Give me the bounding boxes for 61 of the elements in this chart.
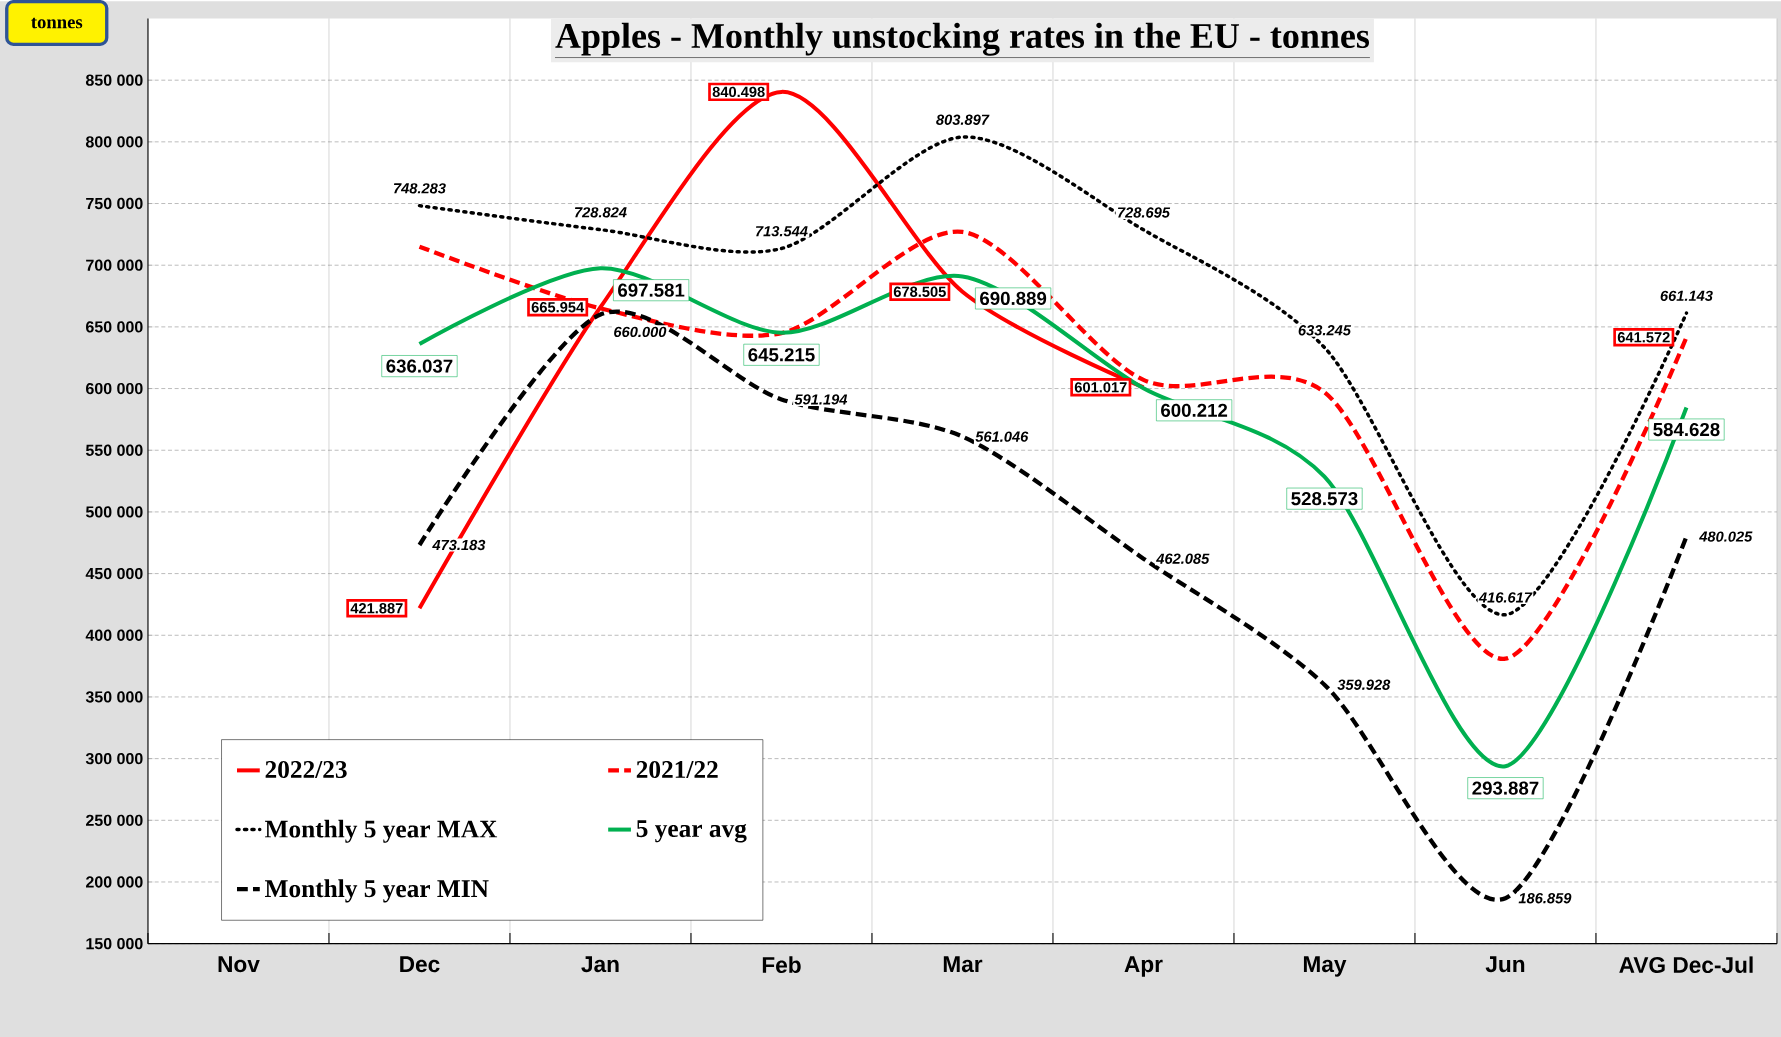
chart-title: Apples - Monthly unstocking rates in the EU - tonnes [555, 22, 1370, 56]
data-label: 600.212 [1161, 403, 1228, 417]
data-label: 528.573 [1291, 492, 1358, 506]
data-label: 690.889 [980, 291, 1047, 306]
data-label: 480.025 [1699, 531, 1753, 542]
legend-label: 2021/22 [636, 760, 718, 779]
x-tick-label: Mar [943, 956, 983, 973]
data-label: 678.505 [893, 286, 946, 297]
y-tick-label: 500 000 [85, 506, 143, 518]
data-label: 645.215 [748, 348, 815, 362]
data-label: 803.897 [936, 114, 990, 125]
legend-label: Monthly 5 year MIN [265, 879, 489, 903]
y-tick-label: 550 000 [85, 444, 143, 456]
x-tick-label: Dec [400, 956, 440, 973]
data-label: 633.245 [1298, 325, 1352, 336]
x-tick-label: Apr [1124, 956, 1163, 977]
data-label: 561.046 [975, 431, 1029, 442]
y-tick-label: 750 000 [86, 197, 143, 210]
data-label: 636.037 [386, 359, 453, 373]
y-tick-label: 850 000 [85, 74, 143, 86]
data-label: 416.617 [1478, 592, 1533, 603]
data-label: 840.498 [712, 86, 765, 98]
y-tick-label: 400 000 [85, 629, 143, 641]
x-tick-label: Jun [1485, 956, 1525, 973]
data-label: 713.544 [755, 226, 808, 237]
y-tick-label: 450 000 [85, 567, 143, 580]
data-label: 660.000 [614, 326, 667, 338]
y-tick-label: 300 000 [85, 752, 143, 765]
data-label: 584.628 [1653, 422, 1720, 437]
y-tick-label: 150 000 [86, 938, 143, 950]
legend-label: 2022/23 [265, 760, 347, 779]
data-label: 728.824 [574, 207, 627, 218]
x-tick-label: May [1303, 956, 1347, 977]
data-label: 186.859 [1518, 893, 1572, 904]
x-tick-label: Jan [581, 956, 619, 973]
data-label: 421.887 [350, 603, 403, 614]
x-tick-label: Feb [762, 956, 801, 974]
y-tick-label: 250 000 [86, 814, 143, 826]
y-tick-label: 800 000 [85, 136, 143, 148]
y-tick-label: 650 000 [86, 321, 143, 333]
legend-label: 5 year avg [636, 820, 747, 843]
y-axis-title: tonnes [31, 17, 83, 29]
y-tick-label: 350 000 [85, 691, 143, 703]
x-tick-label: Nov [218, 956, 260, 973]
data-label: 462.085 [1156, 553, 1210, 564]
y-tick-label: 700 000 [86, 259, 143, 271]
data-label: 748.283 [393, 183, 446, 194]
data-label: 473.183 [432, 539, 486, 551]
x-tick-label: AVG Dec-Jul [1619, 956, 1753, 974]
data-label: 591.194 [794, 394, 848, 405]
data-label: 601.017 [1074, 382, 1127, 393]
legend-label: Monthly 5 year MAX [265, 819, 498, 843]
data-label: 665.954 [531, 302, 585, 313]
data-label: 697.581 [618, 283, 685, 297]
data-label: 728.695 [1117, 207, 1171, 218]
data-label: 293.887 [1472, 781, 1539, 795]
y-tick-label: 200 000 [86, 876, 143, 888]
data-label: 661.143 [1660, 290, 1713, 302]
y-tick-label: 600 000 [86, 382, 143, 395]
data-label: 641.572 [1617, 332, 1670, 343]
data-label: 359.928 [1337, 679, 1391, 690]
